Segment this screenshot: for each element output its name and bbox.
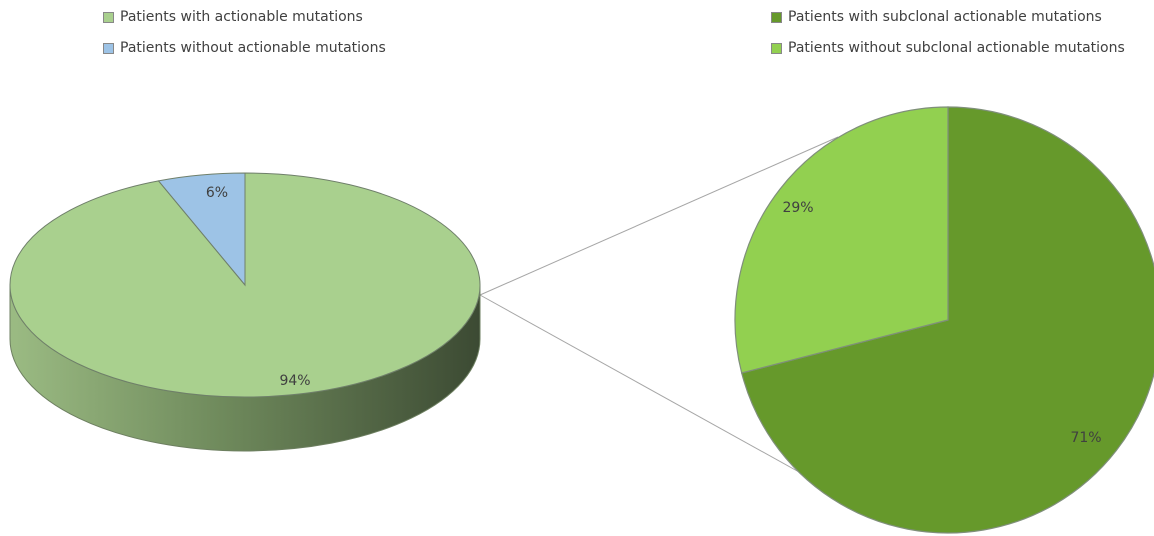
- pie-right-slice-without-subclonal: [734, 106, 949, 374]
- legend-label-without-subclonal: Patients without subclonal actionable mu…: [788, 40, 1125, 56]
- connector-line-top: [479, 136, 839, 296]
- legend-item-with-subclonal: Patients with subclonal actionable mutat…: [771, 9, 1125, 25]
- legend-swatch-without-actionable: [103, 42, 114, 54]
- legend-item-with-actionable: Patients with actionable mutations: [103, 9, 386, 25]
- pie-right-label-without-subclonal: 29%: [782, 200, 813, 216]
- legend-right: Patients with subclonal actionable mutat…: [771, 9, 1125, 71]
- pie-left-slice-without-actionable: [157, 172, 246, 287]
- legend-label-with-subclonal: Patients with subclonal actionable mutat…: [788, 9, 1102, 25]
- legend-label-with-actionable: Patients with actionable mutations: [120, 9, 363, 25]
- legend-left: Patients with actionable mutations Patie…: [103, 9, 386, 71]
- legend-swatch-with-subclonal: [771, 11, 782, 23]
- legend-swatch-with-actionable: [103, 11, 114, 23]
- pie-left-label-without-actionable: 6%: [206, 185, 228, 201]
- legend-item-without-subclonal: Patients without subclonal actionable mu…: [771, 40, 1125, 56]
- connector-line-bottom: [479, 294, 827, 488]
- legend-label-without-actionable: Patients without actionable mutations: [120, 40, 386, 56]
- legend-swatch-without-subclonal: [771, 42, 782, 54]
- pie-left-label-with-actionable: 94%: [279, 373, 310, 389]
- legend-item-without-actionable: Patients without actionable mutations: [103, 40, 386, 56]
- pie-right-slice-with-subclonal: [740, 106, 1154, 534]
- pie-right-label-with-subclonal: 71%: [1070, 430, 1101, 446]
